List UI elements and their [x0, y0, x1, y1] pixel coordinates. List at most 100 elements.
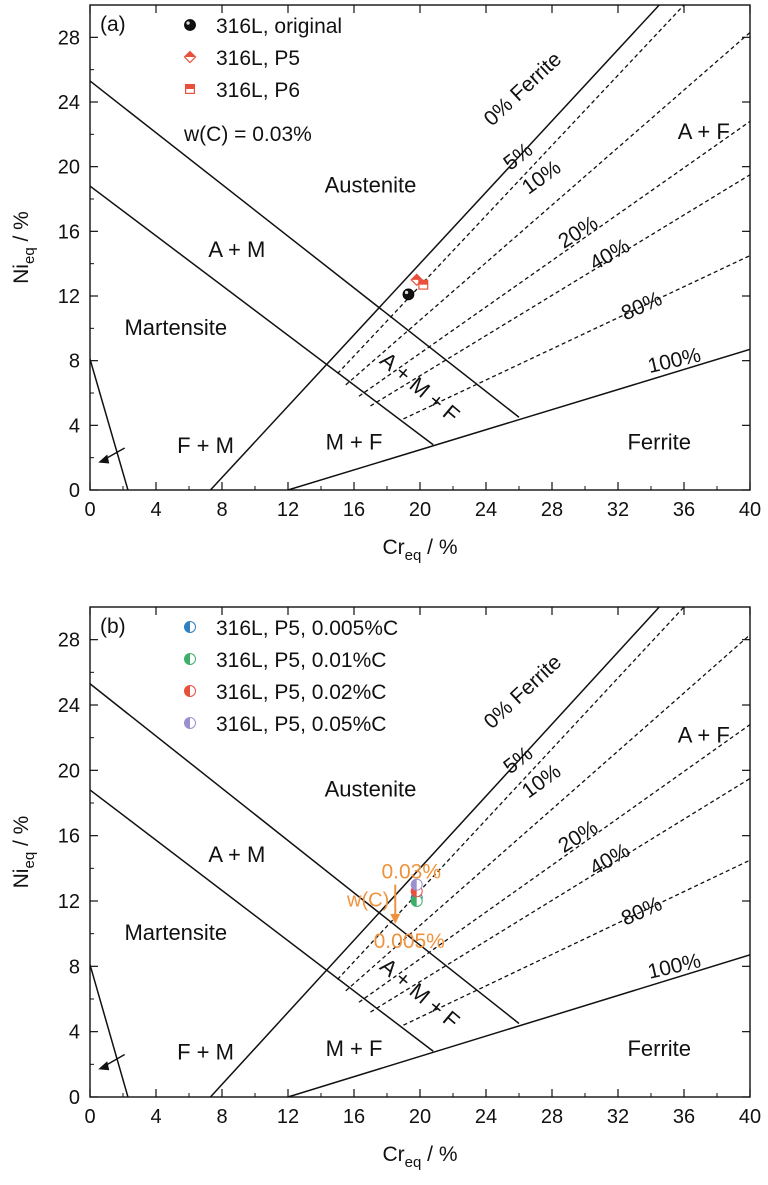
arrow-bottom-label: 0.005%: [374, 930, 445, 953]
data-point-marker: [184, 19, 196, 31]
legend-label: 316L, P5, 0.005%C: [216, 617, 398, 640]
iso-ferrite-line: [370, 777, 750, 1013]
x-tick-label: 40: [739, 1106, 761, 1128]
y-axis-title: Nieq / %: [10, 211, 38, 284]
legend-entry: 316L, P5, 0.005%C: [184, 617, 398, 640]
phase-boundary-line: [90, 358, 129, 490]
region-label: A + F: [678, 723, 730, 748]
x-tick-label: 28: [541, 1106, 563, 1128]
marker-fill: [411, 879, 417, 891]
legend-label: 316L, P5, 0.05%C: [216, 713, 386, 736]
iso-line-label: 20%: [554, 211, 602, 253]
iso-line-label: 0% Ferrite: [480, 651, 567, 734]
marker-fill: [184, 717, 190, 729]
iso-line-label: 40%: [586, 839, 634, 880]
y-tick-label: 20: [58, 157, 80, 179]
iso-ferrite-line: [358, 120, 750, 397]
iso-line-label: 80%: [618, 892, 666, 930]
chart-panel-a: 0 4 8 12 16 20 24 28 32 36 40 0 4 8 12 16 20 24 28 Creq / %…: [10, 4, 761, 564]
y-tick-label: 4: [69, 415, 80, 437]
panel-label: (b): [100, 615, 126, 638]
iso-ferrite-line: [358, 724, 750, 1003]
region-label: M + F: [326, 430, 383, 455]
plot-frame: [89, 4, 751, 491]
f-m-pointer-head: [98, 454, 110, 464]
x-tick-label: 20: [409, 1106, 431, 1128]
data-point-marker: [402, 288, 415, 301]
region-label: F + M: [177, 433, 234, 458]
region-label: A + M + F: [375, 953, 464, 1033]
x-tick-label: 40: [739, 499, 761, 521]
phase-boundary-line: [90, 683, 520, 1025]
y-tick-label: 28: [58, 630, 80, 652]
series-point: [418, 279, 429, 290]
legend-entry: 316L, original: [184, 15, 342, 38]
phase-boundary-line: [90, 185, 434, 446]
x-tick-label: 12: [277, 1106, 299, 1128]
iso-line-label: 20%: [554, 816, 602, 858]
x-tick-label: 8: [216, 499, 227, 521]
legend-entry: 316L, P5, 0.05%C: [184, 713, 386, 736]
plot-frame: [89, 606, 751, 1098]
x-tick-label: 16: [343, 1106, 365, 1128]
region-label: A + M: [208, 237, 265, 262]
iso-ferrite-line: [345, 31, 750, 386]
phase-boundary-line: [287, 954, 750, 1097]
x-axis-title: Creq / %: [382, 536, 457, 564]
marker-fill: [184, 685, 190, 697]
y-tick-label: 20: [58, 760, 80, 782]
x-tick-label: 0: [84, 499, 95, 521]
legend-label: 316L, P5: [216, 47, 300, 70]
region-label: M + F: [326, 1036, 383, 1061]
marker-fill: [184, 51, 196, 57]
marker-fill: [184, 621, 190, 633]
legend-entry: 316L, P5, 0.02%C: [184, 681, 386, 704]
x-tick-label: 36: [673, 1106, 695, 1128]
y-tick-label: 4: [69, 1022, 80, 1044]
series-point: [410, 878, 423, 891]
marker-fill: [411, 274, 423, 280]
phase-boundary-line: [209, 607, 660, 1097]
iso-ferrite-line: [337, 5, 685, 375]
y-tick-label: 8: [69, 956, 80, 978]
legend-entry: 316L, P6: [185, 79, 300, 102]
legend-label: 316L, P5, 0.02%C: [216, 681, 386, 704]
region-label: Austenite: [325, 173, 417, 198]
phase-boundary-line: [90, 789, 434, 1052]
x-tick-label: 4: [150, 1106, 161, 1128]
y-tick-label: 8: [69, 351, 80, 373]
y-axis-title: Nieq / %: [10, 816, 38, 889]
y-tick-label: 24: [58, 92, 80, 114]
y-tick-label: 28: [58, 27, 80, 49]
phase-boundary-line: [90, 964, 129, 1097]
region-label: F + M: [177, 1039, 234, 1064]
x-tick-label: 12: [277, 499, 299, 521]
series-point: [410, 895, 423, 907]
x-tick-label: 8: [216, 1106, 227, 1128]
region-label: Martensite: [124, 920, 227, 945]
y-tick-label: 12: [58, 286, 80, 308]
region-label: Ferrite: [627, 1036, 691, 1061]
x-tick-label: 32: [607, 499, 629, 521]
y-tick-label: 16: [58, 826, 80, 848]
x-tick-label: 36: [673, 499, 695, 521]
phase-boundary-line: [209, 5, 660, 490]
chart-panel-b: 0 4 8 12 16 20 24 28 32 36 40 0 4 8 12 16 20 24 28 Creq / %…: [10, 606, 761, 1171]
arrow-top-label: 0.03%: [381, 861, 441, 884]
region-label: Austenite: [325, 776, 417, 801]
marker-fill: [184, 653, 190, 665]
iso-ferrite-line: [403, 254, 750, 420]
region-label: A + F: [678, 119, 730, 144]
panel-label: (a): [100, 13, 126, 36]
phase-boundaries: [90, 5, 750, 490]
y-tick-label: 0: [69, 1087, 80, 1109]
region-label: A + M: [208, 842, 265, 867]
marker-highlight: [186, 21, 190, 25]
iso-ferrite-line: [345, 634, 750, 992]
marker-fill: [411, 895, 417, 907]
phase-boundary-line: [287, 348, 750, 490]
x-tick-label: 24: [475, 1106, 497, 1128]
carbon-arrow-head: [390, 913, 401, 924]
arrow-side-label: w(C): [346, 889, 389, 911]
